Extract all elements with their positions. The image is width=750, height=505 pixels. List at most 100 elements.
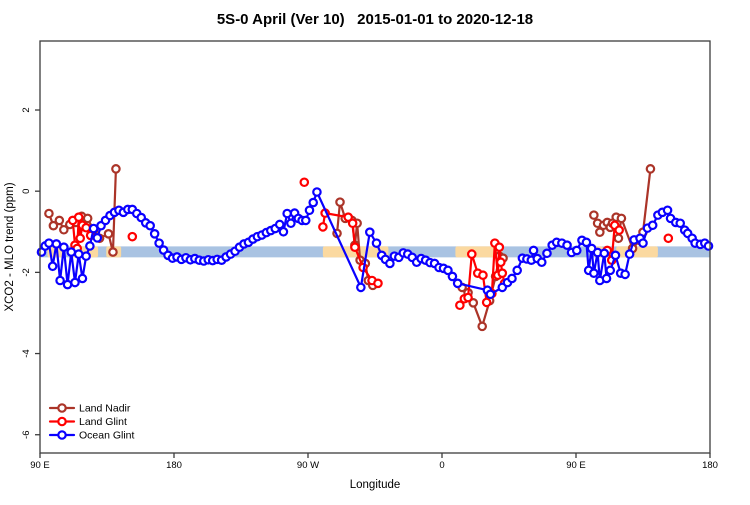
data-point (44, 208, 54, 219)
data-point (304, 205, 315, 216)
data-point (496, 257, 506, 268)
data-point (312, 187, 322, 197)
y-axis-title: XCO2 - MLO trend (ppm) (4, 182, 16, 311)
data-point (278, 226, 289, 237)
data-point (85, 241, 95, 251)
data-point (620, 269, 630, 280)
data-point (624, 249, 635, 259)
data-point (599, 248, 610, 259)
data-point (371, 238, 382, 248)
data-point (149, 229, 160, 239)
x-tick-label: 90 W (297, 460, 319, 471)
data-point (66, 247, 77, 257)
x-tick-label: 180 (702, 460, 718, 471)
data-point (81, 251, 91, 261)
data-point (485, 289, 496, 300)
data-point (347, 218, 358, 229)
legend-item-ocean-glint: Ocean Glint (48, 430, 135, 442)
series-ocean-glint (36, 187, 714, 300)
data-point (274, 219, 285, 230)
data-point (47, 261, 58, 272)
data-point (605, 265, 616, 276)
data-point (73, 212, 84, 222)
data-point (299, 177, 310, 188)
data-point (589, 210, 599, 220)
data-point (92, 233, 103, 243)
data-point (447, 271, 458, 282)
data-point (536, 257, 547, 268)
data-point (528, 245, 539, 256)
data-point (703, 241, 714, 251)
x-tick-label: 90 E (30, 460, 50, 471)
y-tick-label: -2 (21, 268, 32, 276)
data-point (55, 275, 65, 286)
data-point (507, 273, 517, 284)
data-point (463, 292, 473, 303)
x-axis-title: Longitude (350, 479, 401, 491)
data-point (613, 233, 624, 244)
data-point (62, 279, 73, 290)
data-point (286, 218, 296, 229)
data-point (616, 213, 627, 224)
data-point (356, 282, 366, 293)
data-point (497, 268, 508, 278)
x-tick-label: 180 (166, 460, 182, 471)
data-point (645, 164, 656, 174)
data-point (111, 164, 121, 174)
data-point (308, 197, 319, 208)
data-point (81, 222, 91, 233)
data-point (373, 278, 383, 289)
data-point (385, 258, 395, 269)
data-point (662, 205, 673, 216)
data-point (82, 213, 93, 224)
data-point (542, 248, 552, 259)
legend-marker (57, 416, 67, 427)
data-point (54, 215, 65, 226)
legend-item-land-glint: Land Glint (48, 416, 127, 428)
data-point (468, 298, 479, 308)
data-point (675, 218, 686, 229)
data-point (364, 227, 375, 237)
data-point (478, 270, 488, 281)
axes: 90 E 180 90 W 0 90 E 180 2 0 -2 -4 -6 (21, 40, 718, 471)
data-point (455, 300, 465, 311)
y-tick-label: -4 (21, 349, 32, 357)
x-tick-label: 90 E (566, 460, 586, 471)
data-point (494, 242, 505, 253)
data-point (300, 215, 311, 226)
data-point (59, 242, 69, 253)
legend-marker (57, 403, 67, 413)
data-point (595, 227, 605, 237)
data-point (562, 240, 572, 250)
data-point (647, 220, 658, 231)
data-point (335, 197, 345, 207)
legend-label: Ocean Glint (79, 430, 135, 442)
data-point (127, 231, 138, 242)
data-point (154, 238, 164, 248)
x-tick-label: 0 (439, 460, 444, 471)
data-point (663, 233, 674, 244)
data-point (452, 278, 463, 289)
data-series (36, 164, 714, 332)
plot-border (39, 40, 711, 454)
data-point (350, 242, 360, 253)
data-point (512, 265, 522, 276)
data-point (108, 247, 118, 257)
data-point (145, 220, 155, 231)
data-point (443, 265, 453, 276)
data-point (477, 321, 488, 332)
data-point (59, 224, 69, 235)
data-point (70, 277, 80, 288)
data-point (103, 229, 114, 239)
data-point (466, 249, 477, 259)
data-point (75, 233, 86, 244)
data-point (77, 273, 88, 284)
data-point (44, 238, 54, 248)
data-point (318, 222, 328, 232)
data-point (589, 268, 599, 278)
data-point (638, 238, 648, 248)
data-point (88, 223, 99, 234)
